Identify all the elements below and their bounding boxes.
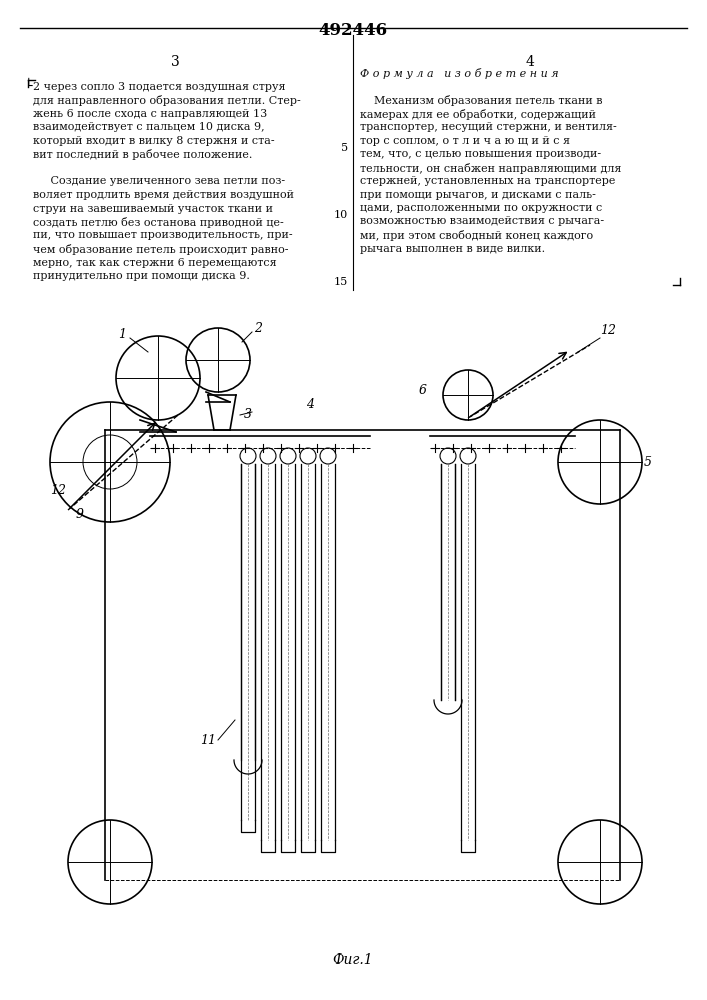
Text: камерах для ее обработки, содержащий: камерах для ее обработки, содержащий <box>360 108 596 119</box>
Text: Ф о р м у л а   и з о б р е т е н и я: Ф о р м у л а и з о б р е т е н и я <box>360 68 559 79</box>
Text: Фиг.1: Фиг.1 <box>333 953 373 967</box>
Text: для направленного образования петли. Стер-: для направленного образования петли. Сте… <box>33 96 300 106</box>
Text: 9: 9 <box>76 508 84 522</box>
Text: возможностью взаимодействия с рычага-: возможностью взаимодействия с рычага- <box>360 217 604 227</box>
Text: 10: 10 <box>334 210 348 220</box>
Text: воляет продлить время действия воздушной: воляет продлить время действия воздушной <box>33 190 294 200</box>
Text: создать петлю без останова приводной це-: создать петлю без останова приводной це- <box>33 217 284 228</box>
Text: 2 через сопло 3 подается воздушная струя: 2 через сопло 3 подается воздушная струя <box>33 82 286 92</box>
Text: взаимодействует с пальцем 10 диска 9,: взаимодействует с пальцем 10 диска 9, <box>33 122 264 132</box>
Text: 12: 12 <box>50 484 66 496</box>
Text: 5: 5 <box>644 456 652 468</box>
Text: 11: 11 <box>200 734 216 746</box>
Text: транспортер, несущий стержни, и вентиля-: транспортер, несущий стержни, и вентиля- <box>360 122 617 132</box>
Text: ми, при этом свободный конец каждого: ми, при этом свободный конец каждого <box>360 230 593 241</box>
Text: 4: 4 <box>525 55 534 69</box>
Text: тем, что, с целью повышения производи-: тем, что, с целью повышения производи- <box>360 149 601 159</box>
Text: 6: 6 <box>419 383 427 396</box>
Text: 3: 3 <box>244 408 252 422</box>
Text: 15: 15 <box>334 277 348 287</box>
Text: 492446: 492446 <box>318 22 387 39</box>
Text: при помощи рычагов, и дисками с паль-: при помощи рычагов, и дисками с паль- <box>360 190 596 200</box>
Text: принудительно при помощи диска 9.: принудительно при помощи диска 9. <box>33 271 250 281</box>
Text: цами, расположенными по окружности с: цами, расположенными по окружности с <box>360 203 602 213</box>
Text: тельности, он снабжен направляющими для: тельности, он снабжен направляющими для <box>360 162 621 174</box>
Text: 12: 12 <box>600 324 616 336</box>
Text: вит последний в рабочее положение.: вит последний в рабочее положение. <box>33 149 252 160</box>
Text: тор с соплом, о т л и ч а ю щ и й с я: тор с соплом, о т л и ч а ю щ и й с я <box>360 135 570 145</box>
Text: мерно, так как стержни 6 перемещаются: мерно, так как стержни 6 перемещаются <box>33 257 276 267</box>
Text: Создание увеличенного зева петли поз-: Создание увеличенного зева петли поз- <box>33 176 285 186</box>
Text: 3: 3 <box>170 55 180 69</box>
Text: чем образование петель происходит равно-: чем образование петель происходит равно- <box>33 244 288 255</box>
Text: Механизм образования петель ткани в: Механизм образования петель ткани в <box>360 95 602 106</box>
Text: пи, что повышает производительность, при-: пи, что повышает производительность, при… <box>33 231 293 240</box>
Text: └: └ <box>25 80 33 93</box>
Text: рычага выполнен в виде вилки.: рычага выполнен в виде вилки. <box>360 243 545 253</box>
Text: 2: 2 <box>254 322 262 334</box>
Text: 4: 4 <box>306 398 314 412</box>
Text: жень 6 после схода с направляющей 13: жень 6 после схода с направляющей 13 <box>33 109 267 119</box>
Text: 5: 5 <box>341 143 348 153</box>
Text: 1: 1 <box>118 328 126 342</box>
Text: который входит в вилку 8 стержня и ста-: который входит в вилку 8 стержня и ста- <box>33 136 274 146</box>
Text: стержней, установленных на транспортере: стержней, установленных на транспортере <box>360 176 615 186</box>
Text: струи на завешиваемый участок ткани и: струи на завешиваемый участок ткани и <box>33 204 273 214</box>
